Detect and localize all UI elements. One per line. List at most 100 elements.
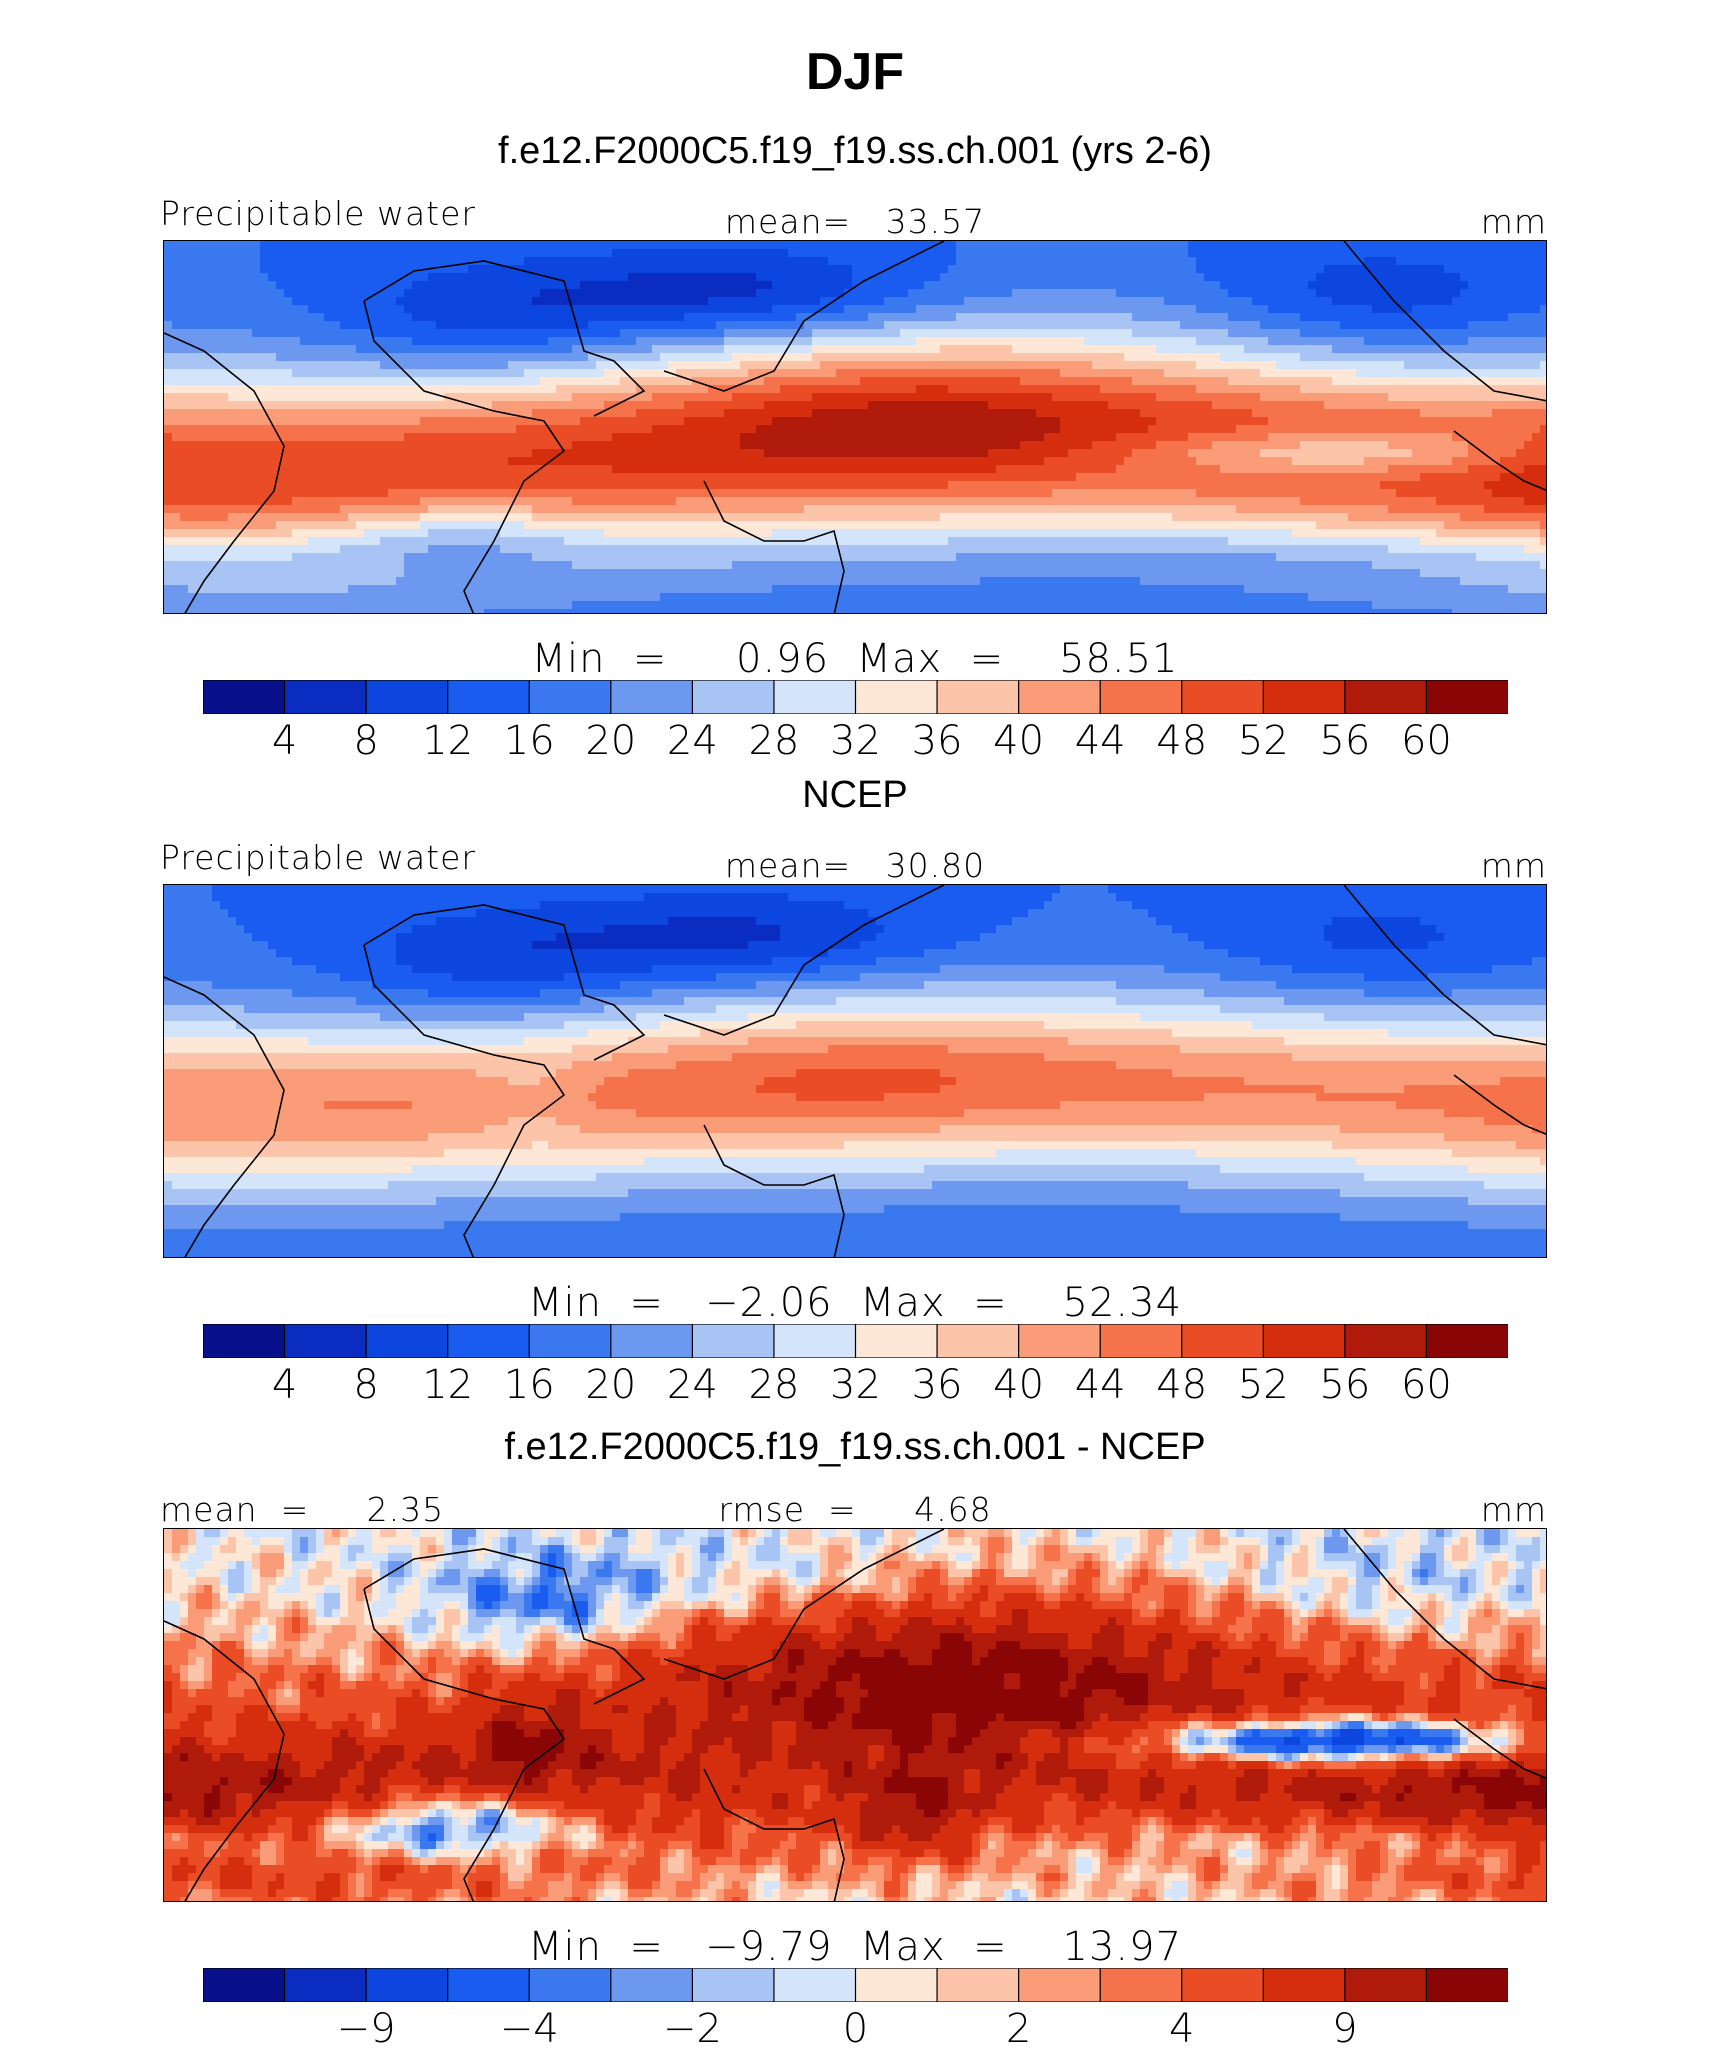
colorbar-cell (854, 1324, 939, 1358)
coastline (363, 904, 646, 1061)
colorbar-tick-label: 56 (1319, 718, 1370, 764)
colorbar-cell (447, 1324, 531, 1358)
panel-1-map (163, 240, 1547, 614)
coastline (164, 332, 285, 613)
colorbar-cell (691, 1968, 776, 2002)
colorbar-cell (1344, 1968, 1428, 2002)
colorbar-cell (1262, 1324, 1346, 1358)
coastline (1453, 1718, 1546, 1780)
colorbar-tick-label: 36 (912, 1362, 963, 1408)
colorbar-tick-label: 16 (504, 718, 555, 764)
colorbar-tick-label: 8 (353, 1362, 378, 1408)
colorbar-cell (1018, 1968, 1102, 2002)
colorbar-tick-label: 60 (1401, 718, 1452, 764)
colorbar-cell (1099, 680, 1183, 714)
panel-2-mean-label: mean= 30.80 (0, 846, 1710, 885)
colorbar-cell (203, 1968, 286, 2002)
colorbar-cell (203, 1324, 286, 1358)
colorbar-cell (1425, 680, 1508, 714)
panel-2-variable-label: Precipitable water (160, 838, 476, 877)
panel-2-colorbar-ticks: 4 8 12 16 20 24 28 32 36 40 44 48 52 56 60 (203, 1362, 1508, 1410)
colorbar-cell (1262, 680, 1346, 714)
colorbar-cell (610, 1968, 694, 2002)
coastline (663, 1529, 945, 1680)
coastline (703, 480, 845, 613)
coastline (703, 1768, 845, 1901)
coastline (1453, 430, 1546, 492)
panel-3-min-max: Min = −9.79 Max = 13.97 (0, 1924, 1710, 1970)
colorbar-tick-label: 12 (422, 1362, 473, 1408)
colorbar-cell (203, 680, 286, 714)
colorbar-tick-label: 52 (1238, 718, 1289, 764)
colorbar-cell (1099, 1968, 1183, 2002)
colorbar-cell (1018, 1324, 1102, 1358)
colorbar-cell (528, 680, 612, 714)
colorbar-tick-label: −4 (500, 2006, 559, 2052)
panel-2-title: NCEP (0, 774, 1710, 817)
coastline (1343, 885, 1546, 1046)
colorbar-tick-label: 0 (843, 2006, 868, 2052)
panel-1-units-label: mm (1481, 202, 1547, 241)
coastline (164, 1620, 285, 1901)
coastline (363, 1588, 566, 1901)
colorbar-tick-label: 32 (830, 718, 881, 764)
colorbar-cell (365, 680, 449, 714)
colorbar-tick-label: 28 (748, 1362, 799, 1408)
colorbar-tick-label: 44 (1075, 718, 1126, 764)
colorbar-tick-label: 28 (748, 718, 799, 764)
coastline (663, 241, 945, 392)
panel-1-variable-label: Precipitable water (160, 194, 476, 233)
colorbar-cell (1425, 1968, 1508, 2002)
colorbar-cell (936, 1324, 1020, 1358)
colorbar-cell (283, 1324, 368, 1358)
colorbar-cell (1181, 1324, 1265, 1358)
colorbar-cell (1181, 1968, 1265, 2002)
colorbar-cell (1425, 1324, 1508, 1358)
panel-2-units-label: mm (1481, 846, 1547, 885)
coastline (1343, 1529, 1546, 1690)
coastline (703, 1124, 845, 1257)
panel-1-min-max: Min = 0.96 Max = 58.51 (0, 636, 1710, 682)
colorbar-tick-label: 20 (585, 1362, 636, 1408)
colorbar-cell (447, 680, 531, 714)
colorbar-tick-label: 44 (1075, 1362, 1126, 1408)
colorbar-tick-label: 4 (1169, 2006, 1194, 2052)
colorbar-cell (773, 680, 857, 714)
colorbar-cell (773, 1968, 857, 2002)
coastline (1343, 241, 1546, 402)
colorbar-cell (365, 1968, 449, 2002)
coastline (1453, 1074, 1546, 1136)
colorbar-cell (854, 1968, 939, 2002)
colorbar-cell (936, 1968, 1020, 2002)
colorbar-tick-label: 24 (667, 718, 718, 764)
coastline (363, 300, 566, 613)
panel-3-colorbar (203, 1968, 1508, 2002)
colorbar-cell (610, 680, 694, 714)
panel-2-map (163, 884, 1547, 1258)
colorbar-cell (283, 1968, 368, 2002)
panel-1-mean-label: mean= 33.57 (0, 202, 1710, 241)
colorbar-cell (447, 1968, 531, 2002)
colorbar-tick-label: 8 (353, 718, 378, 764)
colorbar-tick-label: 12 (422, 718, 473, 764)
panel-1-title: f.e12.F2000C5.f19_f19.ss.ch.001 (yrs 2-6… (0, 130, 1710, 173)
colorbar-cell (1181, 680, 1265, 714)
colorbar-cell (528, 1324, 612, 1358)
coastline (663, 885, 945, 1036)
colorbar-cell (365, 1324, 449, 1358)
colorbar-cell (1262, 1968, 1346, 2002)
colorbar-cell (691, 1324, 776, 1358)
panel-3-mean-label: mean = 2.35 (160, 1490, 444, 1529)
coastline (363, 260, 646, 417)
colorbar-tick-label: 60 (1401, 1362, 1452, 1408)
colorbar-tick-label: 4 (272, 718, 297, 764)
colorbar-tick-label: 40 (993, 718, 1044, 764)
coastline (164, 976, 285, 1257)
colorbar-tick-label: −9 (337, 2006, 396, 2052)
colorbar-tick-label: 9 (1332, 2006, 1357, 2052)
colorbar-cell (283, 680, 368, 714)
panel-2-min-max: Min = −2.06 Max = 52.34 (0, 1280, 1710, 1326)
colorbar-tick-label: 16 (504, 1362, 555, 1408)
colorbar-tick-label: 32 (830, 1362, 881, 1408)
panel-2-colorbar (203, 1324, 1508, 1358)
